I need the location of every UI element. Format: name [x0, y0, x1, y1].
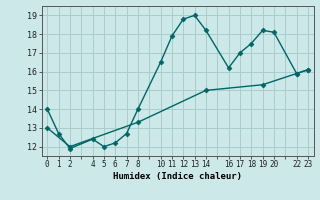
X-axis label: Humidex (Indice chaleur): Humidex (Indice chaleur)	[113, 172, 242, 181]
